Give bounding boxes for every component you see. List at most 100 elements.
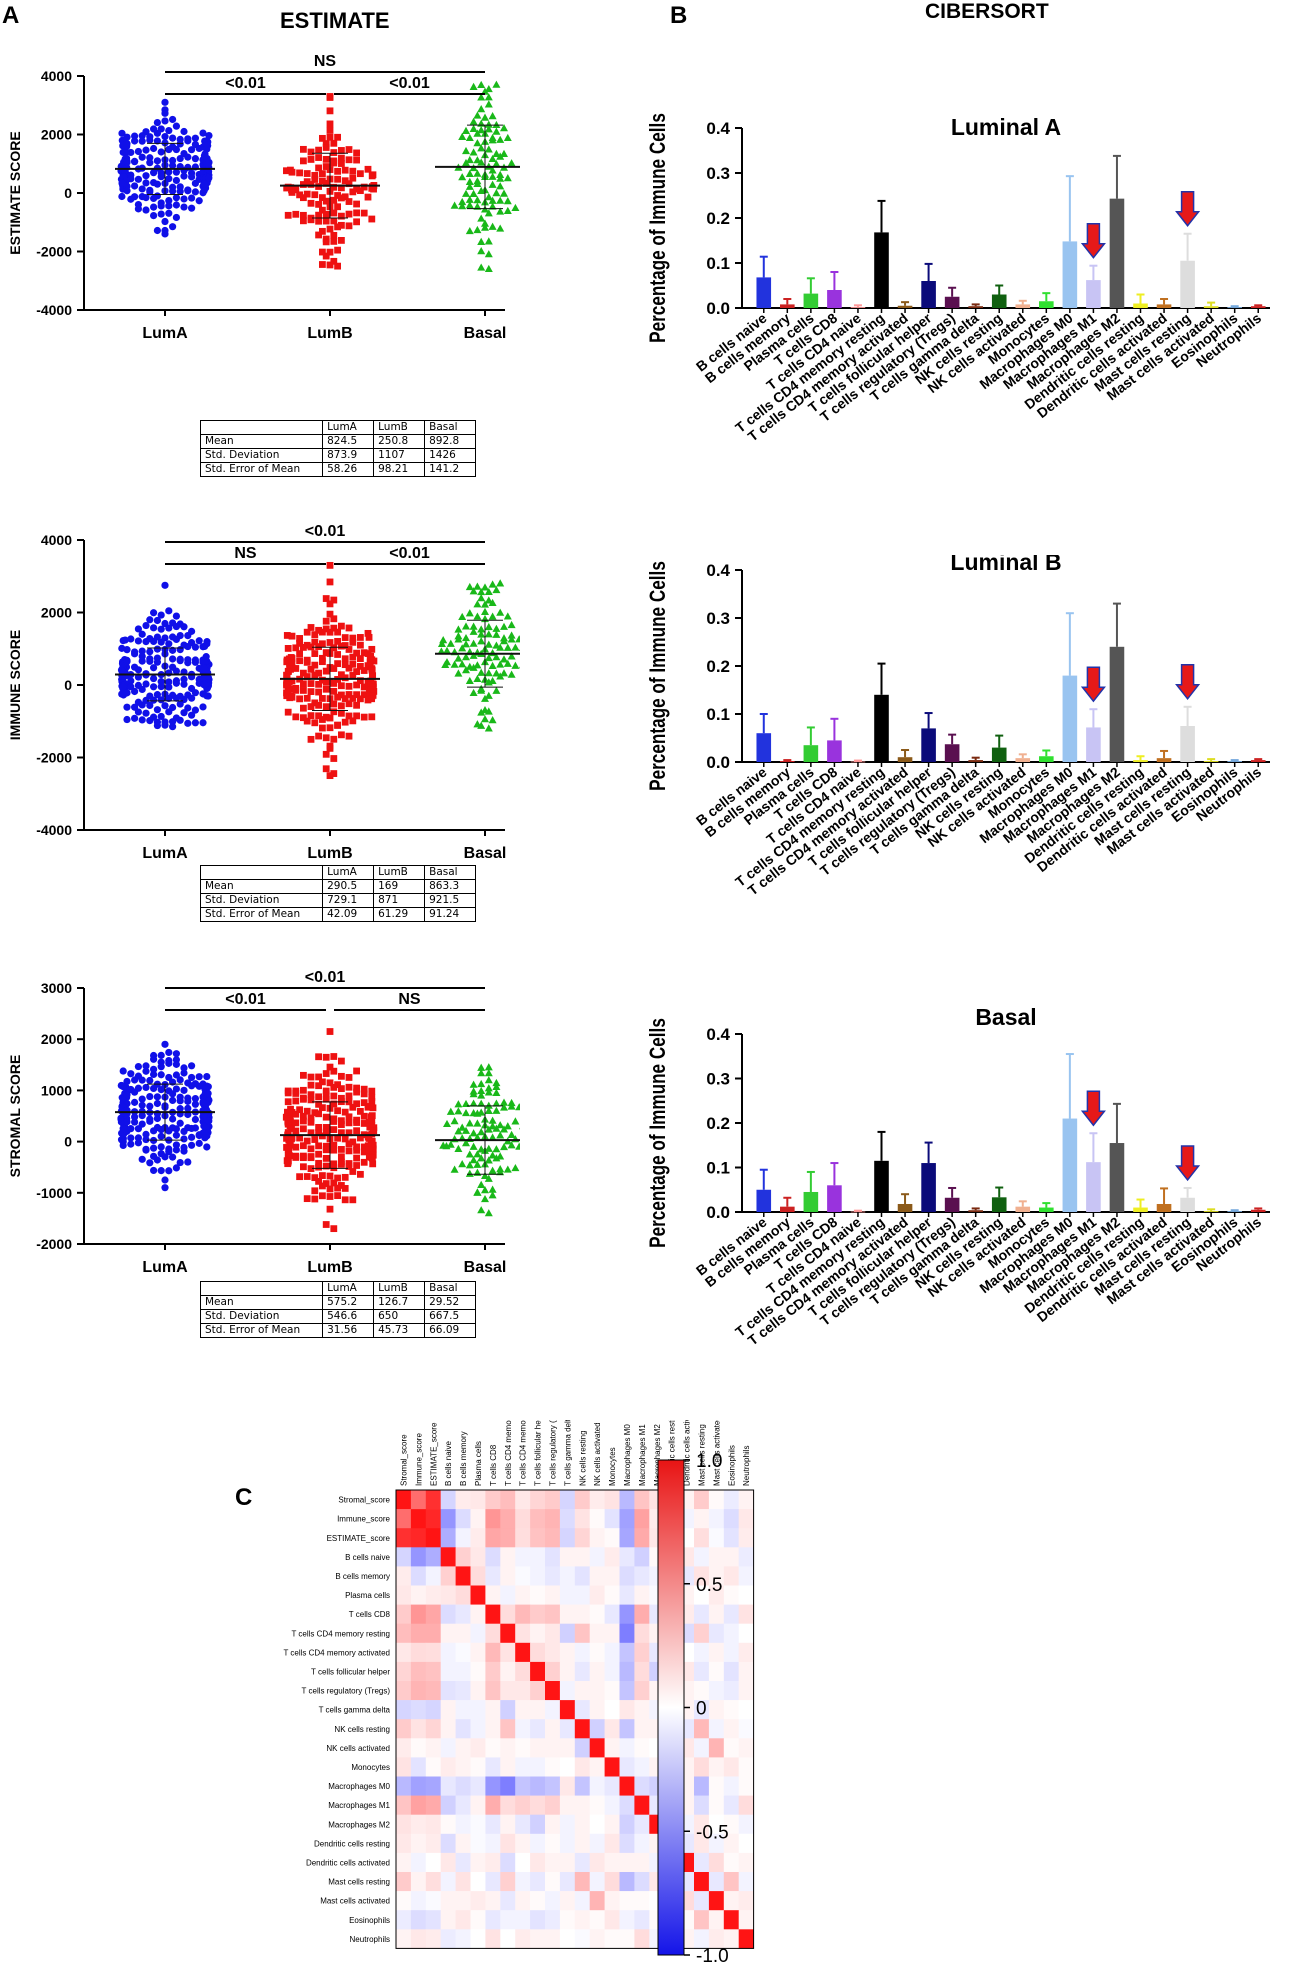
heatmap-cell xyxy=(694,1604,710,1624)
data-point xyxy=(172,168,180,176)
heatmap-cell xyxy=(410,1929,427,1949)
data-point xyxy=(484,707,493,715)
data-point xyxy=(131,182,139,190)
heatmap-cell xyxy=(574,1623,590,1644)
heatmap-cell xyxy=(559,1547,576,1567)
data-point xyxy=(465,1161,474,1169)
heatmap-cell xyxy=(410,1910,427,1930)
data-point xyxy=(322,144,330,151)
data-point xyxy=(330,1160,338,1168)
data-point xyxy=(292,1127,300,1135)
heatmap-cell xyxy=(410,1872,427,1892)
heatmap-cell xyxy=(515,1604,531,1624)
heatmap-cell xyxy=(485,1490,501,1510)
heatmap-cell xyxy=(708,1795,725,1815)
data-point xyxy=(296,635,303,642)
data-point xyxy=(503,197,512,205)
data-point xyxy=(330,231,338,239)
table-corner xyxy=(199,1281,324,1296)
data-point xyxy=(119,1141,127,1150)
data-point xyxy=(303,641,311,649)
y-axis-label: ESTIMATE SCORE xyxy=(7,131,23,254)
heatmap-cell xyxy=(396,1852,412,1873)
data-point xyxy=(127,1070,135,1078)
data-point xyxy=(484,640,493,648)
data-point xyxy=(153,118,161,127)
data-point xyxy=(169,161,177,170)
data-point xyxy=(188,194,196,202)
data-point xyxy=(307,703,315,710)
data-point xyxy=(165,640,173,648)
heatmap-cell xyxy=(545,1604,561,1624)
heatmap-cell xyxy=(396,1681,412,1701)
data-point xyxy=(142,206,150,214)
panel-label-a: A xyxy=(2,2,20,29)
data-point xyxy=(176,1158,184,1167)
data-point xyxy=(454,635,463,643)
heatmap-cell xyxy=(634,1757,650,1777)
data-point xyxy=(496,170,505,179)
data-point xyxy=(146,616,154,624)
bar-t-cells-cd4-memory-activated xyxy=(897,1203,913,1212)
data-point xyxy=(315,154,322,161)
y-tick-label: 0.3 xyxy=(706,164,730,183)
data-point xyxy=(477,214,486,222)
heatmap-cell xyxy=(500,1757,516,1777)
data-point xyxy=(481,1186,489,1194)
y-tick-label: 0.1 xyxy=(706,1159,730,1178)
data-point xyxy=(492,127,501,135)
data-point xyxy=(484,1174,493,1182)
heatmap-cell xyxy=(455,1509,471,1529)
data-point xyxy=(326,1028,334,1035)
data-point xyxy=(191,658,199,666)
heatmap-cell xyxy=(708,1623,725,1644)
heatmap-cell xyxy=(470,1891,486,1911)
heatmap-cell xyxy=(604,1661,620,1682)
heatmap-cell xyxy=(485,1566,501,1586)
row-label: NK cells resting xyxy=(334,1725,390,1734)
stromal-stats-table: LumA LumB Basal Mean 575.2 126.7 29.52 Std. Dev… xyxy=(199,1281,477,1338)
data-point xyxy=(334,660,341,668)
data-point xyxy=(326,639,334,646)
colorbar-tick-label: 0 xyxy=(696,1699,707,1720)
heatmap-cell xyxy=(559,1757,576,1777)
heatmap-cell xyxy=(589,1623,605,1644)
data-point xyxy=(307,712,315,720)
bar-t-cells-cd4-naive xyxy=(850,307,866,308)
heatmap-cell xyxy=(619,1604,635,1624)
data-point xyxy=(172,667,180,675)
bar-macrophages-m1 xyxy=(1086,1162,1101,1212)
data-point xyxy=(300,1112,307,1120)
data-point xyxy=(465,582,474,591)
data-point xyxy=(172,1125,180,1133)
data-point xyxy=(184,642,192,651)
heatmap-cell xyxy=(425,1872,441,1892)
row-label: ESTIMATE_score xyxy=(327,1534,391,1543)
heatmap-cell xyxy=(470,1833,486,1854)
data-point xyxy=(369,1145,377,1153)
data-point xyxy=(326,94,334,101)
data-point xyxy=(150,1166,158,1175)
heatmap-cell xyxy=(559,1604,576,1624)
data-point xyxy=(142,172,150,180)
heatmap-cell xyxy=(634,1547,650,1567)
data-point xyxy=(315,688,322,696)
data-point xyxy=(473,1150,482,1158)
data-point xyxy=(300,1086,307,1094)
column-label: NK cells resting xyxy=(578,1430,587,1486)
data-point xyxy=(205,174,213,182)
data-point xyxy=(515,1142,520,1150)
row-label: Dendritic cells resting xyxy=(314,1839,390,1848)
data-point xyxy=(462,189,470,197)
heatmap-cell xyxy=(708,1547,725,1567)
data-point xyxy=(334,693,341,701)
heatmap-cell xyxy=(619,1795,635,1815)
y-tick-label: 2000 xyxy=(41,127,72,143)
estimate-stats-table: LumA LumB Basal Mean 824.5 250.8 892.8 Std. Dev… xyxy=(199,420,477,477)
data-point xyxy=(511,203,520,212)
data-point xyxy=(469,587,478,595)
data-point xyxy=(473,111,482,119)
data-point xyxy=(284,681,292,688)
data-point xyxy=(138,137,146,145)
